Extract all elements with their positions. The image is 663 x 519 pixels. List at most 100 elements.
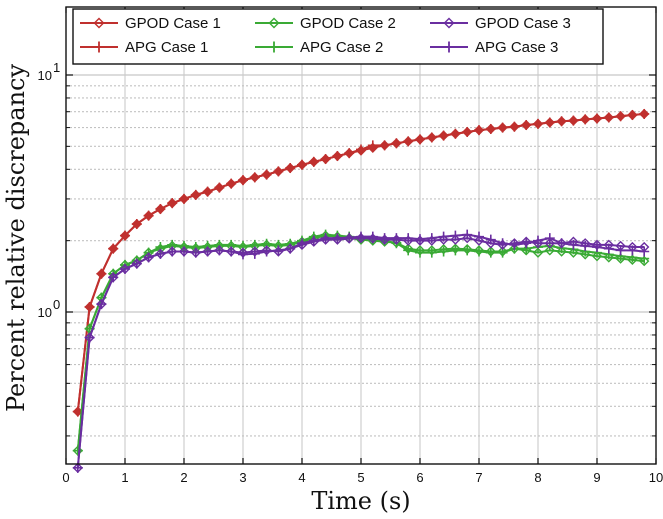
data-point-plus (84, 332, 95, 343)
data-point-plus (450, 128, 461, 139)
x-axis-label: Time (s) (311, 487, 410, 515)
data-point-plus (84, 301, 95, 312)
data-point-diamond (462, 232, 473, 244)
data-point-plus (285, 163, 296, 174)
data-point-plus (615, 111, 626, 122)
legend-label: GPOD Case 2 (300, 15, 396, 32)
data-point-plus (580, 114, 591, 125)
data-point-diamond (532, 247, 544, 258)
data-point-plus (72, 445, 83, 456)
y-axis-label: Percent relative discrepancy (2, 64, 30, 413)
x-tick-label: 4 (298, 470, 305, 485)
data-point-plus (96, 299, 107, 310)
data-point-plus (320, 233, 331, 244)
y-tick-label: 10 (38, 68, 52, 83)
data-point-plus (450, 245, 461, 256)
data-point-plus (108, 243, 119, 254)
data-point-plus (167, 246, 178, 257)
data-point-plus (273, 245, 284, 256)
data-point-plus (533, 235, 543, 246)
data-point-plus (639, 246, 650, 257)
data-point-plus (462, 126, 473, 137)
x-tick-label: 8 (534, 470, 541, 485)
legend-marker-plus (443, 41, 455, 53)
data-point-plus (438, 231, 449, 242)
data-point-plus (544, 233, 555, 244)
data-point-plus (261, 169, 272, 180)
legend-marker-diamond (93, 17, 105, 29)
legend-label: APG Case 2 (300, 39, 383, 56)
y-tick-exponent: 0 (53, 297, 60, 312)
x-tick-label: 6 (416, 470, 423, 485)
data-point-plus (273, 166, 284, 177)
data-point-diamond (556, 246, 567, 257)
legend-label: GPOD Case 1 (125, 15, 221, 32)
data-point-plus (190, 247, 201, 258)
data-point-plus (426, 132, 437, 143)
data-point-plus (320, 154, 331, 165)
data-point-plus (462, 245, 473, 256)
data-point-plus (533, 118, 543, 129)
data-point-plus (485, 247, 496, 258)
legend-item: APG Case 1 (80, 39, 208, 56)
data-point-plus (521, 120, 532, 131)
x-tick-label: 1 (121, 470, 128, 485)
data-point-plus (179, 246, 189, 257)
y-tick-label: 10 (38, 305, 52, 320)
data-point-plus (249, 172, 260, 183)
data-point-plus (226, 178, 237, 189)
series-apg-case-3 (72, 229, 650, 473)
x-tick-label: 2 (180, 470, 187, 485)
grid (66, 7, 656, 464)
data-point-plus (497, 122, 508, 133)
data-point-plus (131, 219, 142, 230)
data-point-plus (497, 238, 508, 249)
data-point-diamond (450, 234, 461, 245)
data-point-diamond (591, 250, 603, 262)
data-point-plus (603, 112, 614, 123)
data-point-plus (238, 249, 248, 260)
data-point-plus (521, 238, 532, 249)
legend-box (72, 8, 604, 65)
x-tick-label: 10 (649, 470, 663, 485)
data-point-plus (261, 246, 272, 257)
data-point-plus (438, 246, 449, 257)
data-point-plus (190, 189, 201, 200)
legend-label: APG Case 1 (125, 39, 208, 56)
data-point-plus (332, 151, 343, 162)
data-point-plus (120, 230, 130, 241)
legend: GPOD Case 1 GPOD Case 2 GPOD Case 3 APG Cas… (72, 8, 604, 65)
data-point-diamond (580, 249, 591, 260)
data-point-diamond (568, 247, 579, 258)
data-point-plus (108, 272, 119, 283)
legend-marker-diamond (268, 17, 280, 29)
series-group (72, 108, 650, 474)
data-point-plus (450, 230, 461, 241)
data-point-plus (568, 239, 579, 250)
legend-label: GPOD Case 3 (475, 15, 571, 32)
data-point-plus (568, 115, 579, 126)
data-point-diamond (603, 252, 614, 263)
data-point-plus (415, 247, 425, 258)
data-point-plus (214, 182, 225, 193)
data-point-plus (544, 117, 555, 128)
data-point-plus (438, 130, 449, 141)
x-tick-label: 3 (239, 470, 246, 485)
data-point-plus (403, 136, 414, 147)
data-point-diamond (438, 234, 449, 245)
data-point-diamond (544, 245, 555, 256)
legend-item: APG Case 2 (255, 39, 383, 56)
data-point-diamond (639, 255, 650, 267)
data-point-plus (143, 252, 154, 263)
data-point-plus (356, 231, 366, 242)
data-point-plus (509, 121, 520, 132)
data-point-plus (238, 175, 248, 186)
data-point-plus (592, 113, 602, 124)
data-point-plus (214, 245, 225, 256)
legend-label: APG Case 3 (475, 39, 558, 56)
data-point-plus (556, 238, 567, 249)
data-point-plus (308, 235, 319, 246)
data-point-plus (308, 156, 319, 167)
data-point-plus (297, 159, 307, 170)
